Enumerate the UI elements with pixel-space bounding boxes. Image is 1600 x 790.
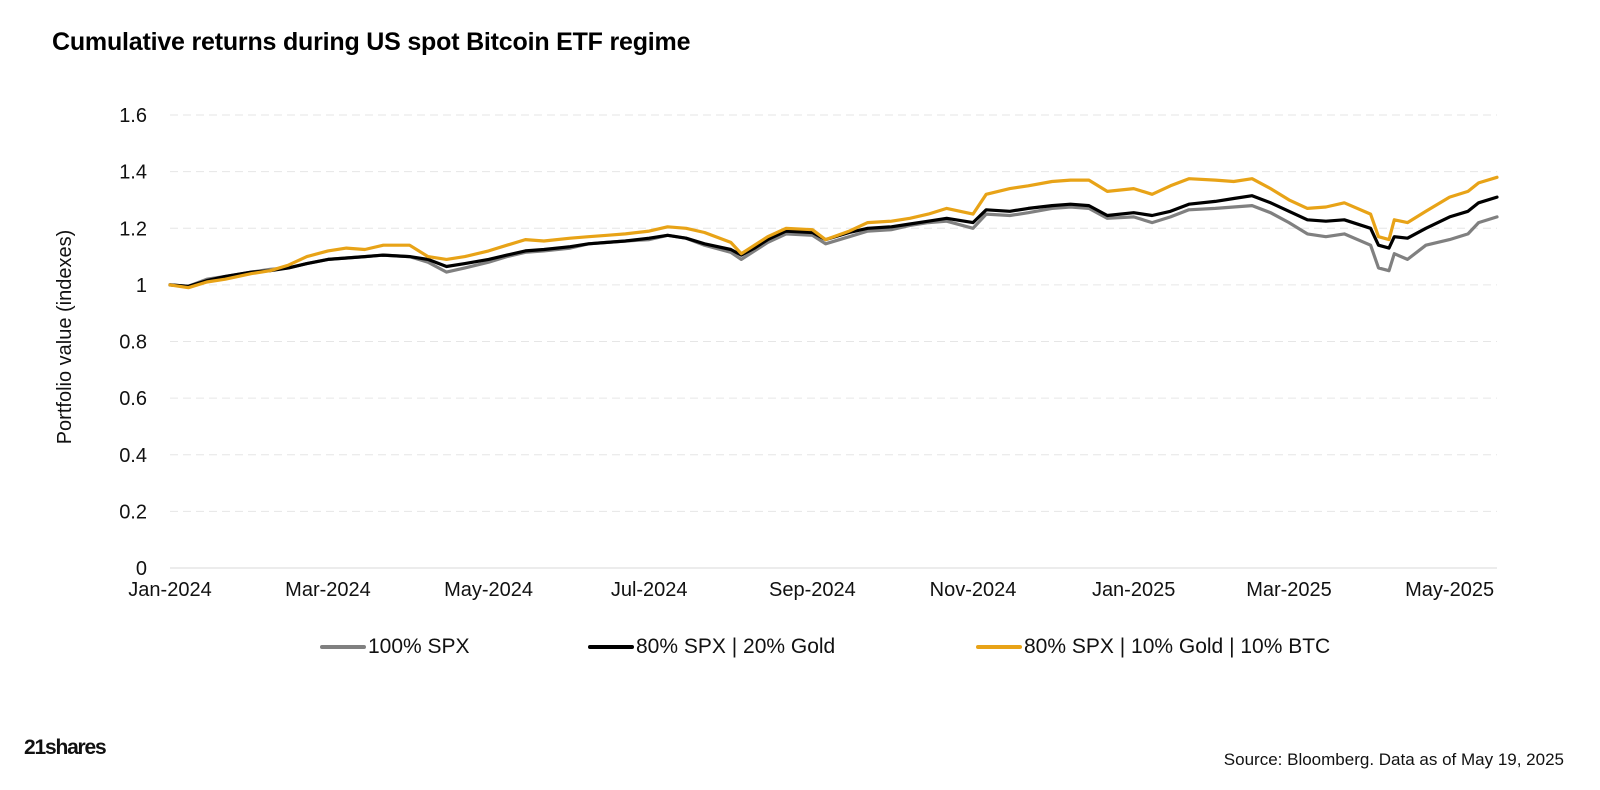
x-tick-label: May-2025 xyxy=(1405,579,1494,601)
legend-item-spx-gold: 80% SPX | 20% Gold xyxy=(588,632,835,662)
y-tick-label: 1.6 xyxy=(119,105,147,127)
y-tick-label: 1.4 xyxy=(119,162,147,184)
x-tick-label: Mar-2025 xyxy=(1246,579,1332,601)
x-tick-label: Mar-2024 xyxy=(285,579,371,601)
legend-swatch-spx xyxy=(320,645,366,649)
y-tick-labels: 0 0.2 0.4 0.6 0.8 1 1.2 1.4 1.6 xyxy=(119,105,147,580)
y-tick-label: 0.8 xyxy=(119,332,147,354)
series-line-0 xyxy=(168,204,1499,288)
legend-item-spx: 100% SPX xyxy=(320,632,470,662)
y-tick-label: 0.4 xyxy=(119,445,147,467)
legend-label-spx-gold: 80% SPX | 20% Gold xyxy=(636,635,836,658)
x-tick-label: Nov-2024 xyxy=(930,579,1017,601)
x-tick-label: Jan-2025 xyxy=(1092,579,1175,601)
y-tick-label: 0.2 xyxy=(119,501,147,523)
legend-label-spx-gold-btc: 80% SPX | 10% Gold | 10% BTC xyxy=(1024,635,1331,658)
y-tick-label: 1 xyxy=(136,275,147,297)
chart-legend: 100% SPX 80% SPX | 20% Gold 80% SPX | 10… xyxy=(0,632,1600,662)
brand-logo: 21shares xyxy=(24,736,107,759)
x-tick-label: Sep-2024 xyxy=(769,579,856,601)
series-lines xyxy=(168,175,1499,290)
source-note: Source: Bloomberg. Data as of May 19, 20… xyxy=(1223,750,1564,769)
y-tick-label: 0.6 xyxy=(119,388,147,410)
y-tick-label: 1.2 xyxy=(119,218,147,240)
x-tick-label: Jan-2024 xyxy=(128,579,211,601)
series-line-2 xyxy=(168,175,1499,290)
x-tick-label: Jul-2024 xyxy=(611,579,688,601)
y-tick-label: 0 xyxy=(136,558,147,580)
x-tick-label: May-2024 xyxy=(444,579,533,601)
legend-item-spx-gold-btc: 80% SPX | 10% Gold | 10% BTC xyxy=(976,632,1330,662)
x-tick-labels: Jan-2024 Mar-2024 May-2024 Jul-2024 Sep-2024… xyxy=(128,579,1494,601)
legend-label-spx: 100% SPX xyxy=(368,635,470,658)
y-axis-label: Portfolio value (indexes) xyxy=(54,230,76,445)
legend-swatch-spx-gold xyxy=(588,645,634,649)
gridlines xyxy=(170,114,1497,569)
chart-title: Cumulative returns during US spot Bitcoi… xyxy=(52,28,691,56)
legend-swatch-spx-gold-btc xyxy=(976,645,1022,649)
